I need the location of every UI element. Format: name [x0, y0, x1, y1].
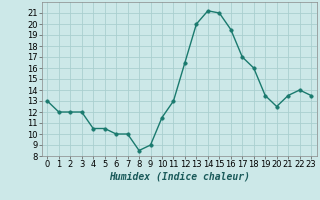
X-axis label: Humidex (Indice chaleur): Humidex (Indice chaleur) [109, 172, 250, 182]
